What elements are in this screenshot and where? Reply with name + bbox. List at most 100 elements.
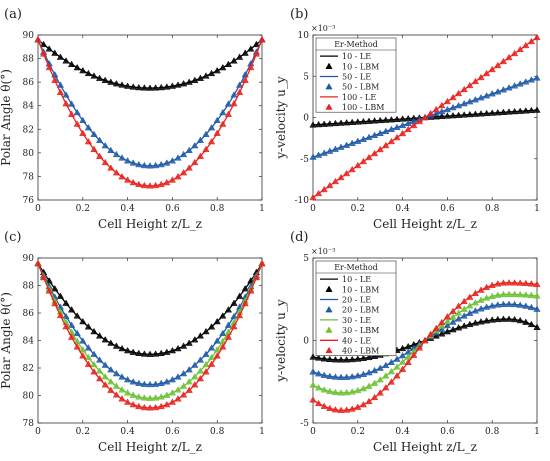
series-marker — [84, 137, 93, 145]
legend-swatch-marker — [325, 82, 333, 90]
series-marker — [118, 373, 126, 380]
legend-entry: 10 - LBM — [342, 62, 379, 71]
series-marker — [219, 312, 227, 319]
series-marker — [348, 118, 356, 125]
panel-1: (a) 0 0.2 0.4 0.6 0.8 1 76 78 80 82 84 86 88 90 Cell He… — [0, 7, 266, 231]
series-marker — [56, 81, 65, 88]
panel-label: (d) — [290, 230, 308, 245]
series-marker — [146, 380, 154, 388]
series-marker — [443, 97, 452, 105]
series-marker — [309, 353, 317, 360]
series-marker — [494, 291, 502, 298]
series-marker — [421, 336, 429, 344]
series-marker — [213, 116, 221, 124]
x-tick-label: 0.6 — [440, 204, 455, 214]
legend-entry: 20 - LE — [342, 296, 371, 305]
x-tick-label: 0.4 — [120, 204, 135, 214]
series-marker — [365, 353, 373, 361]
legend-entry: 50 - LE — [342, 73, 371, 82]
panel-label: (b) — [290, 7, 308, 22]
series-marker — [510, 279, 519, 286]
series-marker — [185, 164, 193, 171]
series-marker — [135, 379, 143, 386]
series-marker — [337, 373, 345, 380]
series-marker — [516, 80, 524, 87]
series-marker — [398, 358, 407, 365]
series-marker — [163, 400, 171, 408]
series-marker — [337, 356, 345, 363]
series-marker — [135, 349, 143, 356]
series-marker — [314, 151, 323, 158]
series-marker — [73, 329, 81, 337]
series-marker — [258, 36, 266, 43]
series-marker — [45, 287, 53, 294]
series-marker — [370, 131, 379, 138]
series-marker — [101, 372, 109, 380]
series-marker — [348, 165, 356, 173]
series-marker — [309, 121, 317, 128]
series-marker — [393, 123, 401, 131]
series-marker — [471, 77, 480, 85]
series-marker — [488, 109, 496, 116]
series-marker — [90, 360, 98, 368]
series-marker — [505, 84, 513, 91]
series-marker — [196, 332, 205, 339]
series-marker — [471, 319, 480, 326]
series-marker — [140, 181, 149, 189]
series-marker — [95, 74, 104, 81]
series-marker — [230, 99, 238, 107]
series-marker — [235, 88, 244, 95]
series-marker — [202, 145, 210, 152]
series-marker — [101, 336, 109, 343]
series-marker — [67, 321, 76, 328]
series-marker — [202, 327, 210, 335]
x-tick-label: 0 — [310, 427, 316, 437]
series-marker — [533, 305, 541, 312]
series-marker — [314, 399, 323, 407]
series-marker — [129, 391, 137, 398]
series-marker — [387, 358, 396, 366]
series-marker — [326, 372, 334, 379]
series-marker — [499, 108, 508, 115]
series-marker — [314, 384, 323, 391]
series-marker — [370, 117, 379, 124]
series-marker — [510, 82, 519, 89]
series-marker — [51, 284, 59, 292]
series-marker — [320, 120, 328, 127]
series-marker — [449, 318, 457, 325]
legend-entry: 30 - LBM — [342, 326, 379, 335]
series-marker — [67, 333, 76, 340]
series-marker — [460, 99, 468, 107]
series-marker — [505, 300, 513, 307]
series-marker — [309, 368, 317, 375]
series-marker — [235, 53, 244, 60]
series-marker — [370, 393, 379, 401]
series-marker — [494, 315, 502, 323]
series-marker — [213, 346, 221, 353]
series-marker — [140, 84, 149, 91]
series-marker — [522, 318, 530, 325]
series-marker — [196, 152, 205, 159]
series-marker — [135, 160, 143, 168]
legend-entry: 100 - LE — [342, 93, 376, 102]
series-marker — [107, 146, 115, 154]
series-marker — [51, 76, 59, 83]
series-marker — [320, 386, 328, 393]
series-marker — [454, 89, 463, 97]
series-marker — [471, 307, 480, 314]
series-marker — [39, 50, 48, 57]
legend-entry: 10 - LBM — [342, 285, 379, 294]
series-marker — [67, 110, 76, 117]
series-marker — [471, 299, 480, 306]
y-tick-label: -5 — [300, 419, 309, 429]
series-marker — [151, 394, 160, 401]
series-marker — [348, 405, 356, 412]
legend-entry: 40 - LBM — [342, 347, 379, 356]
series-marker — [505, 279, 513, 286]
series-marker — [494, 88, 502, 95]
series-marker — [370, 366, 379, 374]
y-axis-label: y-velocity u_y — [274, 76, 288, 159]
series-marker — [326, 181, 334, 189]
series-marker — [196, 356, 205, 363]
series-marker — [163, 348, 171, 355]
